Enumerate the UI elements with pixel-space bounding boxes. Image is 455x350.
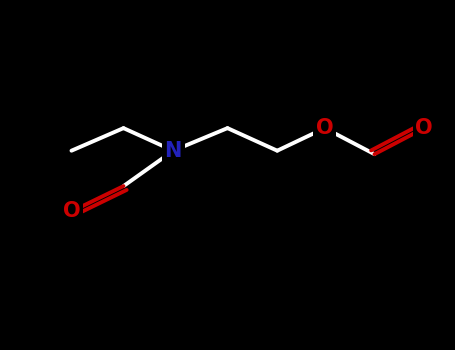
Text: O: O bbox=[415, 118, 433, 138]
Text: O: O bbox=[63, 202, 80, 222]
Text: N: N bbox=[165, 141, 182, 161]
Text: O: O bbox=[316, 118, 334, 138]
